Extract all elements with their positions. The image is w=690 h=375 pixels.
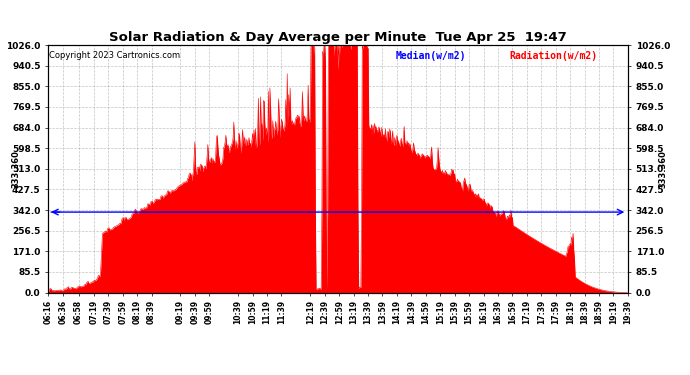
- Text: Median(w/m2): Median(w/m2): [396, 51, 466, 61]
- Text: Radiation(w/m2): Radiation(w/m2): [509, 51, 598, 61]
- Text: 333.360: 333.360: [12, 150, 21, 188]
- Title: Solar Radiation & Day Average per Minute  Tue Apr 25  19:47: Solar Radiation & Day Average per Minute…: [109, 31, 567, 44]
- Text: 333.360: 333.360: [658, 150, 667, 188]
- Text: Copyright 2023 Cartronics.com: Copyright 2023 Cartronics.com: [50, 51, 181, 60]
